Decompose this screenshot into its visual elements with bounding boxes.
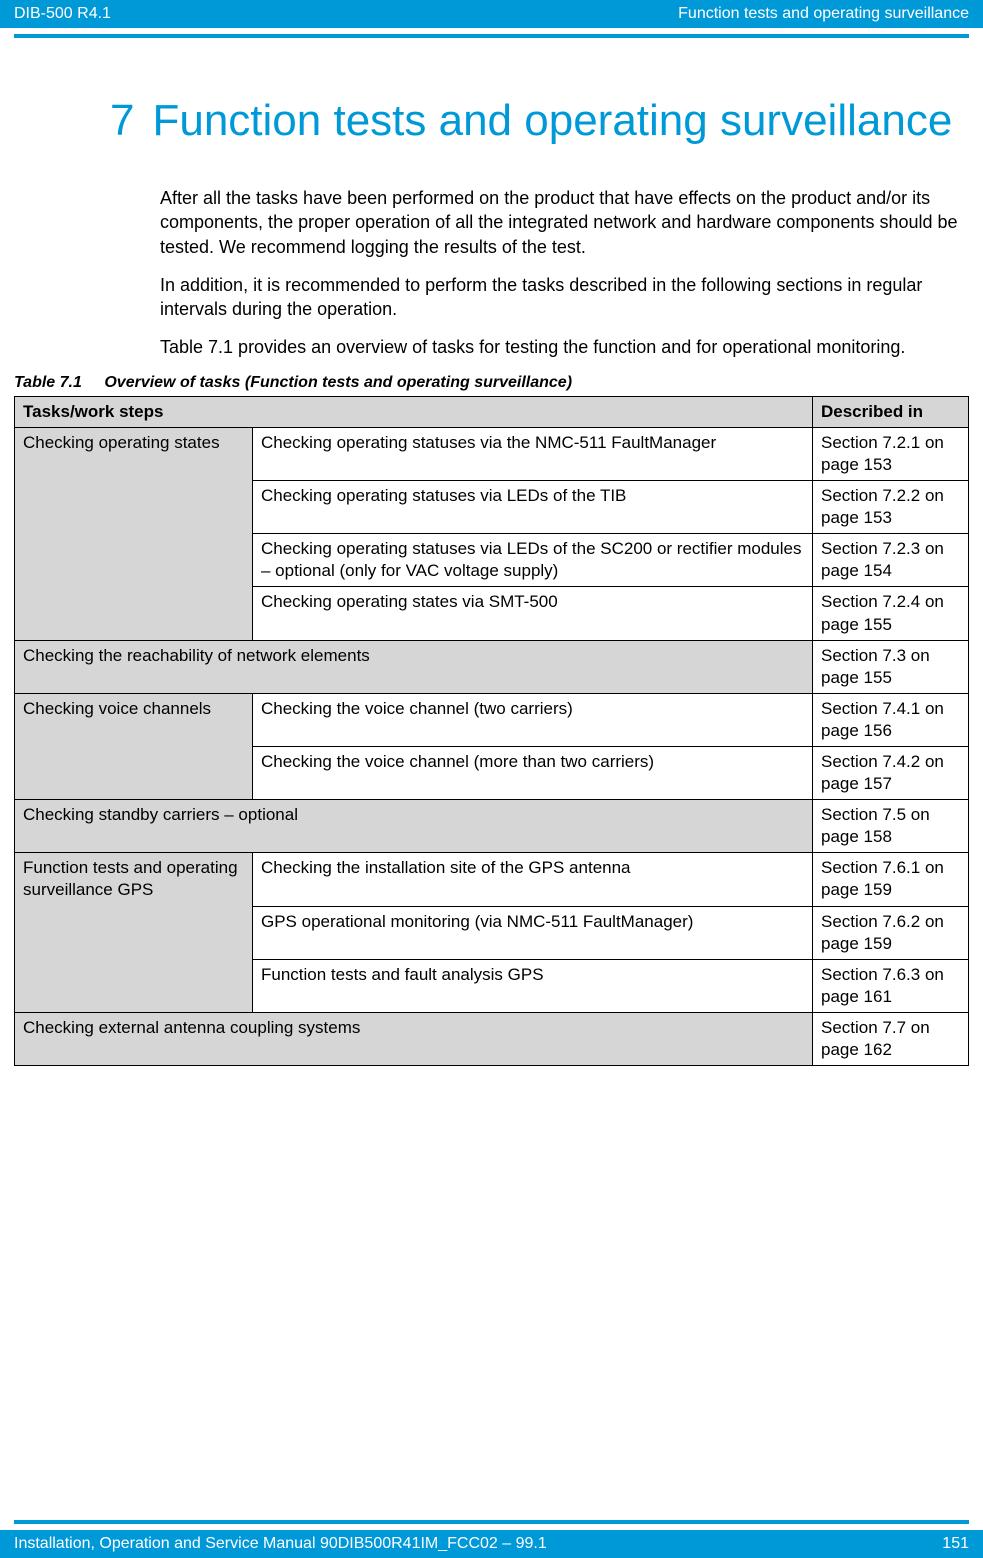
cell-ref: Section 7.2.2 on page 153 [813,481,969,534]
header-bar: DIB-500 R4.1 Function tests and operatin… [0,0,983,28]
cell-group: Checking voice channels [15,693,253,799]
th-described: Described in [813,396,969,427]
cell-ref: Section 7.6.3 on page 161 [813,959,969,1012]
footer-bar: Installation, Operation and Service Manu… [0,1530,983,1558]
table-row: Checking operating states Checking opera… [15,427,969,480]
cell-mid: Checking the voice channel (two carriers… [253,693,813,746]
th-tasks: Tasks/work steps [15,396,813,427]
cell-group: Checking operating states [15,427,253,640]
paragraph: After all the tasks have been performed … [160,186,959,259]
footer-left: Installation, Operation and Service Manu… [14,1535,547,1553]
cell-mid: Checking operating statuses via the NMC-… [253,427,813,480]
cell-full: Checking external antenna coupling syste… [15,1012,813,1065]
page: DIB-500 R4.1 Function tests and operatin… [0,0,983,1558]
cell-mid: Checking the installation site of the GP… [253,853,813,906]
table-row: Checking external antenna coupling syste… [15,1012,969,1065]
cell-mid: Checking operating states via SMT-500 [253,587,813,640]
table-row: Checking voice channels Checking the voi… [15,693,969,746]
cell-ref: Section 7.2.3 on page 154 [813,534,969,587]
cell-ref: Section 7.2.4 on page 155 [813,587,969,640]
cell-ref: Section 7.7 on page 162 [813,1012,969,1065]
cell-ref: Section 7.4.1 on page 156 [813,693,969,746]
table-header-row: Tasks/work steps Described in [15,396,969,427]
table-row: Function tests and operating surveillanc… [15,853,969,906]
content-area: 7 Function tests and operating surveilla… [0,38,983,1520]
paragraph: In addition, it is recommended to perfor… [160,273,959,322]
chapter-heading: 7 Function tests and operating surveilla… [110,96,969,146]
cell-ref: Section 7.6.2 on page 159 [813,906,969,959]
cell-mid: Checking operating statuses via LEDs of … [253,534,813,587]
chapter-title: Function tests and operating surveillanc… [152,96,952,146]
table-caption-label: Table 7.1 [14,374,82,391]
cell-mid: Function tests and fault analysis GPS [253,959,813,1012]
cell-mid: Checking the voice channel (more than tw… [253,747,813,800]
cell-group: Function tests and operating surveillanc… [15,853,253,1013]
cell-full: Checking the reachability of network ele… [15,640,813,693]
footer: Installation, Operation and Service Manu… [0,1520,983,1558]
cell-ref: Section 7.2.1 on page 153 [813,427,969,480]
page-number: 151 [942,1535,969,1553]
header-left: DIB-500 R4.1 [14,5,111,23]
header-right: Function tests and operating surveillanc… [678,5,969,23]
table-caption: Table 7.1 Overview of tasks (Function te… [14,374,969,392]
table-caption-text: Overview of tasks (Function tests and op… [104,374,572,391]
cell-mid: GPS operational monitoring (via NMC-511 … [253,906,813,959]
table-row: Checking standby carriers – optional Sec… [15,800,969,853]
chapter-number: 7 [110,96,134,146]
cell-full: Checking standby carriers – optional [15,800,813,853]
cell-ref: Section 7.6.1 on page 159 [813,853,969,906]
cell-ref: Section 7.4.2 on page 157 [813,747,969,800]
table-row: Checking the reachability of network ele… [15,640,969,693]
cell-ref: Section 7.5 on page 158 [813,800,969,853]
paragraph: Table 7.1 provides an overview of tasks … [160,335,959,359]
tasks-table: Tasks/work steps Described in Checking o… [14,396,969,1066]
cell-ref: Section 7.3 on page 155 [813,640,969,693]
cell-mid: Checking operating statuses via LEDs of … [253,481,813,534]
footer-rule [14,1520,969,1524]
